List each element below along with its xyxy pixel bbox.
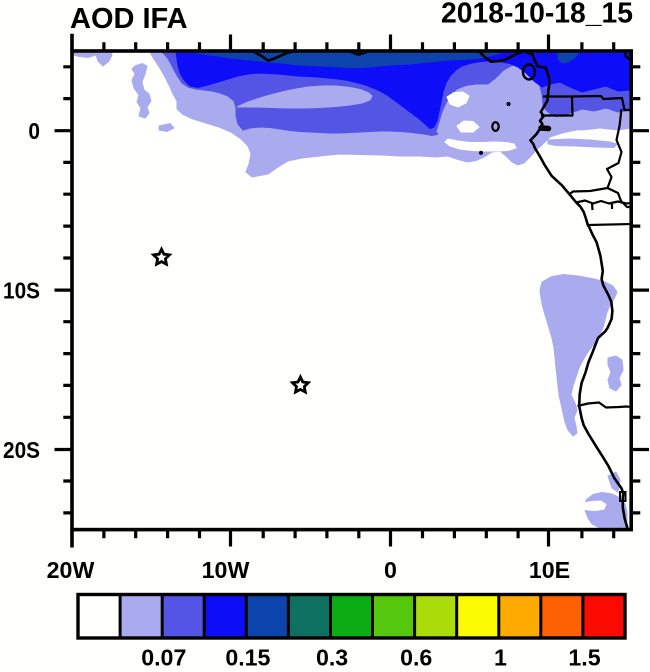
svg-text:1.5: 1.5	[568, 645, 600, 668]
svg-text:10S: 10S	[3, 278, 40, 304]
svg-text:20S: 20S	[3, 437, 40, 463]
svg-text:0: 0	[28, 118, 40, 144]
svg-text:0.07: 0.07	[141, 645, 186, 668]
svg-text:10E: 10E	[529, 557, 570, 583]
svg-text:1: 1	[494, 645, 507, 668]
svg-text:0.15: 0.15	[225, 645, 270, 668]
svg-text:AOD IFA: AOD IFA	[70, 3, 188, 35]
svg-text:0.3: 0.3	[316, 645, 348, 668]
svg-text:0: 0	[384, 557, 397, 583]
svg-text:10W: 10W	[202, 557, 250, 583]
svg-text:2018-10-18_15: 2018-10-18_15	[441, 0, 633, 28]
svg-text:0.6: 0.6	[400, 645, 432, 668]
svg-text:20W: 20W	[47, 557, 95, 583]
